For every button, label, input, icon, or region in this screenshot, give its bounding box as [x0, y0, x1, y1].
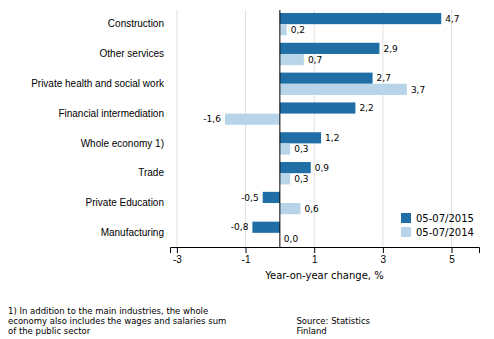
annotation-line: economy also includes the wages and sala…: [8, 316, 226, 326]
bar: [263, 192, 280, 203]
data-label: 0,3: [294, 144, 308, 154]
grid-line: [451, 10, 452, 247]
annotation-line: of the public sector: [8, 326, 91, 336]
y-tick-label: Private health and social work: [31, 78, 165, 89]
y-tick: Private Education: [86, 197, 170, 208]
x-axis: -3 -1 1 3 5: [171, 247, 480, 265]
legend-swatch: [401, 227, 411, 237]
x-tick: 5: [449, 247, 455, 265]
data-label: -1,6: [203, 114, 221, 124]
bar: [280, 203, 301, 214]
legend-label: 05-07/2014: [416, 227, 474, 238]
x-tick-label: -1: [242, 254, 251, 265]
x-tick-label: 5: [449, 254, 455, 265]
data-label: 2,2: [359, 103, 373, 113]
zero-line: [279, 10, 280, 247]
y-axis: Construction Other services Private health…: [31, 18, 170, 238]
y-tick-label: Whole economy 1): [81, 138, 164, 149]
data-label: 3,7: [411, 85, 425, 95]
x-tick-mark: [246, 247, 247, 253]
x-tick: 1: [312, 247, 318, 265]
legend: 05-07/2015 05-07/2014: [401, 213, 474, 238]
y-tick: Other services: [100, 48, 170, 59]
y-tick-label: Other services: [100, 48, 164, 59]
x-axis-title: Year-on-year change, %: [264, 270, 383, 281]
y-tick-label: Manufacturing: [101, 227, 164, 238]
legend-swatch: [401, 213, 411, 223]
data-label: -0,8: [231, 222, 249, 232]
y-tick: Private health and social work: [31, 78, 170, 89]
y-tick-label: Construction: [108, 18, 164, 29]
x-tick: 3: [381, 247, 387, 265]
data-label: 0,9: [315, 163, 330, 173]
bar: [252, 222, 279, 233]
data-label: 1,2: [325, 133, 339, 143]
legend-label: 05-07/2015: [416, 213, 474, 224]
chart: 4,7 2,9 2,7 2,2 1,2 0,9 -0,5 -0,8 0,2 0,7 3,7 -1,6 0…: [0, 0, 494, 339]
y-tick: Whole economy 1): [81, 138, 170, 149]
x-axis-line: [171, 248, 480, 254]
x-tick: -3: [173, 247, 182, 265]
y-tick: Construction: [108, 18, 170, 29]
plot: 4,7 2,9 2,7 2,2 1,2 0,9 -0,5 -0,8 0,2 0,7 3,7 -1,6 0…: [31, 10, 479, 281]
bar: [280, 143, 290, 154]
data-label: 0,0: [284, 234, 299, 244]
bar: [280, 132, 321, 143]
data-label: -0,5: [241, 193, 259, 203]
bars: [225, 13, 441, 233]
data-label: 2,7: [377, 73, 391, 83]
bar: [280, 162, 311, 173]
x-tick-mark: [452, 247, 453, 253]
data-label: 0,7: [308, 55, 322, 65]
annotation-line: Source: Statistics: [296, 316, 370, 326]
y-tick: Trade: [138, 167, 170, 178]
data-label: 4,7: [445, 14, 459, 24]
bar: [225, 114, 280, 125]
bar: [280, 173, 290, 184]
bar: [280, 13, 441, 24]
bar: [280, 54, 304, 65]
x-tick: -1: [242, 247, 251, 265]
x-tick-mark: [314, 247, 315, 253]
x-tick-label: 3: [381, 254, 387, 265]
data-label: 2,9: [383, 44, 398, 54]
legend-item: 05-07/2015: [401, 213, 474, 224]
data-labels: 4,7 2,9 2,7 2,2 1,2 0,9 -0,5 -0,8 0,2 0,7 3,7 -1,6 0…: [203, 14, 459, 244]
annotation-line: Finland: [296, 326, 326, 336]
bar: [280, 102, 356, 113]
data-label: 0,2: [291, 25, 305, 35]
data-label: 0,3: [294, 174, 308, 184]
annotation: 1) In addition to the main industries, t…: [8, 306, 226, 336]
x-tick-label: -3: [173, 254, 182, 265]
grid-line: [245, 10, 246, 247]
data-label: 0,6: [304, 204, 319, 214]
y-tick-label: Private Education: [86, 197, 164, 208]
legend-item: 05-07/2014: [401, 227, 474, 238]
x-tick-mark: [177, 247, 178, 253]
x-tick-mark: [383, 247, 384, 253]
bar: [280, 43, 380, 54]
y-tick-label: Trade: [138, 167, 164, 178]
grid: [177, 10, 452, 247]
y-tick-label: Financial intermediation: [58, 108, 164, 119]
y-tick: Manufacturing: [101, 227, 170, 238]
annotation-line: 1) In addition to the main industries, t…: [8, 306, 208, 316]
x-tick-label: 1: [312, 254, 318, 265]
y-tick: Financial intermediation: [58, 108, 170, 119]
bar: [280, 73, 373, 84]
bar: [280, 24, 287, 35]
grid-line: [176, 10, 177, 247]
annotation: Source: StatisticsFinland: [296, 316, 370, 336]
bar: [280, 84, 407, 95]
